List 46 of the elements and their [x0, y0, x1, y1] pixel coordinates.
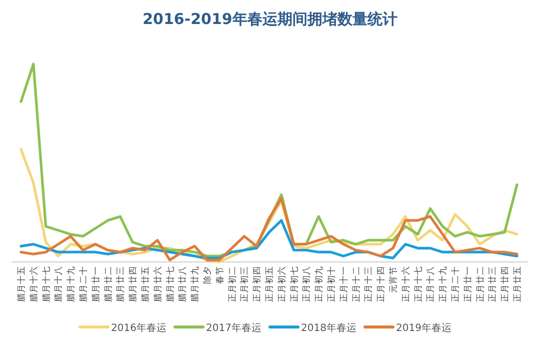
x-tick-label: 正月十四: [376, 266, 387, 302]
x-tick-label: 正月二十: [450, 266, 461, 302]
x-tick-label: 正月廿一: [462, 266, 474, 302]
x-tick-label: 腊月廿三: [115, 266, 126, 302]
x-tick-label: 腊月廿七: [164, 266, 176, 302]
x-tick-label: 正月十一: [338, 266, 350, 302]
x-tick-label: 腊月廿五: [140, 266, 151, 302]
x-tick-label: 正月初九: [314, 266, 325, 302]
x-tick-label: 腊月廿二: [102, 266, 114, 302]
x-tick-label: 腊月廿八: [177, 266, 188, 302]
x-tick-label: 腊月二十: [78, 266, 89, 302]
x-tick-label: 春节: [214, 266, 226, 284]
x-tick-label: 正月十三: [363, 266, 374, 302]
legend-label: 2017年春运: [206, 322, 262, 334]
x-tick-label: 正月廿五: [512, 266, 523, 302]
x-tick-label: 腊月十八: [53, 266, 64, 302]
x-tick-label: 腊月廿四: [128, 266, 139, 302]
x-tick-label: 正月廿三: [487, 266, 498, 302]
x-tick-label: 正月初七: [288, 266, 300, 302]
x-tick-label: 腊月十九: [66, 266, 77, 302]
x-tick-label: 正月初十: [326, 266, 337, 302]
x-tick-label: 正月十二: [350, 266, 362, 302]
x-tick-label: 腊月十六: [28, 266, 40, 302]
legend-label: 2016年春运: [111, 322, 166, 334]
x-tick-label: 正月初八: [301, 266, 312, 302]
x-tick-label: 除夕: [202, 266, 213, 284]
x-tick-label: 正月廿二: [474, 266, 486, 302]
x-tick-label: 正月初三: [239, 266, 250, 302]
x-tick-label: 腊月廿一: [90, 266, 102, 302]
legend-label: 2018年春运: [301, 322, 356, 334]
x-tick-label: 腊月廿九: [190, 266, 201, 302]
x-tick-label: 正月十八: [425, 266, 436, 302]
x-tick-label: 腊月廿六: [152, 266, 164, 302]
x-tick-label: 元宵节: [388, 266, 399, 293]
x-tick-label: 正月初二: [226, 266, 238, 302]
legend-label: 2019年春运: [396, 322, 452, 334]
x-tick-label: 正月十六: [400, 266, 412, 302]
x-tick-label: 腊月十五: [16, 266, 27, 302]
chart-title: 2016-2019年春运期间拥堵数量统计: [142, 10, 398, 28]
x-tick-label: 正月初四: [252, 266, 263, 302]
x-tick-label: 腊月十七: [40, 266, 52, 302]
x-tick-label: 正月十七: [412, 266, 424, 302]
x-tick-label: 正月初六: [276, 266, 288, 302]
x-tick-label: 正月十九: [438, 266, 449, 302]
x-tick-label: 正月初五: [264, 266, 275, 302]
x-tick-label: 正月廿四: [500, 266, 511, 302]
